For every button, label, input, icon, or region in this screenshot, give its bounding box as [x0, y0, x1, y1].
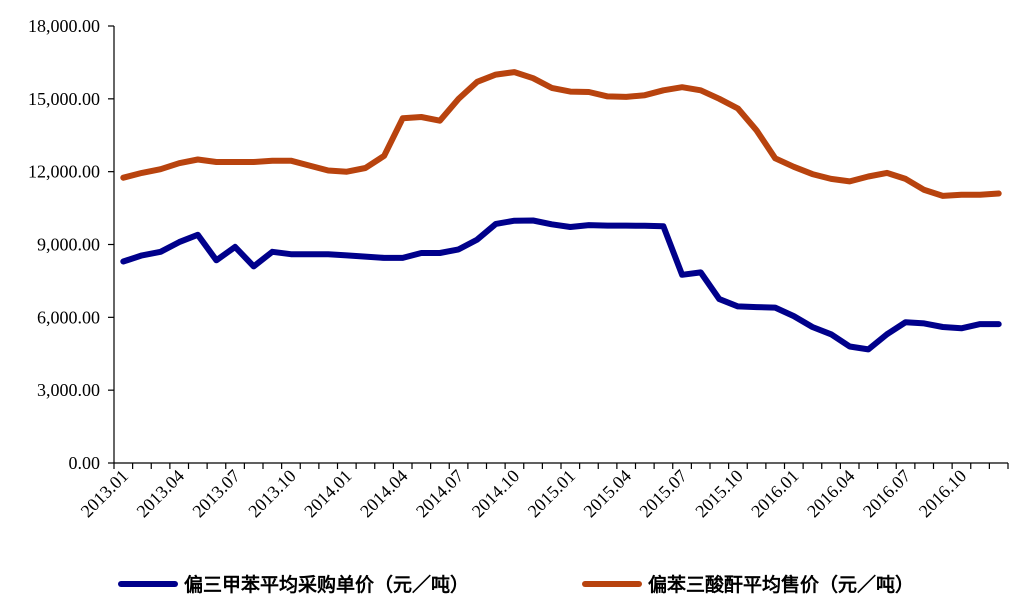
y-tick-label: 6,000.00	[37, 307, 100, 327]
legend-swatch-sale-price	[582, 580, 642, 587]
y-tick-label: 18,000.00	[28, 16, 100, 36]
legend: 偏三甲苯平均采购单价（元／吨） 偏苯三酸酐平均售价（元／吨）	[0, 570, 1011, 597]
legend-label-sale-price: 偏苯三酸酐平均售价（元／吨）	[648, 574, 915, 596]
y-tick-label: 0.00	[69, 453, 101, 473]
legend-swatch-purchase-price	[118, 580, 178, 587]
x-tick-label: 2013.04	[133, 466, 189, 522]
x-tick-label: 2014.10	[468, 466, 524, 522]
x-tick-label: 2013.07	[188, 466, 244, 522]
series-line-purchase-price	[120, 217, 1002, 353]
x-tick-label: 2015.01	[524, 466, 580, 522]
line-chart: 0.00 3,000.00 6,000.00 9,000.00 12,000.00 15,…	[28, 16, 1009, 522]
x-tick-label: 2014.04	[356, 466, 412, 522]
legend-item-purchase-price: 偏三甲苯平均采购单价（元／吨）	[118, 570, 469, 597]
x-tick-label: 2013.10	[244, 466, 300, 522]
series-line-sale-price	[120, 69, 1002, 199]
x-tick-label: 2015.04	[580, 466, 636, 522]
x-tick-label: 2015.07	[635, 466, 691, 522]
y-tick-label: 15,000.00	[28, 89, 100, 109]
y-tick-label: 3,000.00	[37, 380, 100, 400]
x-tick-label: 2016.07	[859, 466, 915, 522]
x-tick-label: 2015.10	[691, 466, 747, 522]
x-tick-label: 2016.10	[915, 466, 971, 522]
x-tick-label: 2013.01	[77, 466, 133, 522]
y-tick-label: 9,000.00	[37, 235, 100, 255]
y-axis: 0.00 3,000.00 6,000.00 9,000.00 12,000.00 15,…	[28, 16, 115, 473]
x-tick-label: 2014.07	[412, 466, 468, 522]
x-tick-label: 2014.01	[300, 466, 356, 522]
x-tick-label: 2016.04	[803, 466, 859, 522]
legend-label-purchase-price: 偏三甲苯平均采购单价（元／吨）	[184, 574, 470, 596]
series-lines	[120, 69, 1002, 353]
y-tick-label: 12,000.00	[28, 162, 100, 182]
x-tick-label: 2016.01	[747, 466, 803, 522]
x-axis: 2013.01 2013.04 2013.07 2013.10 2014.01 2014.…	[77, 462, 1009, 522]
legend-item-sale-price: 偏苯三酸酐平均售价（元／吨）	[582, 570, 914, 597]
